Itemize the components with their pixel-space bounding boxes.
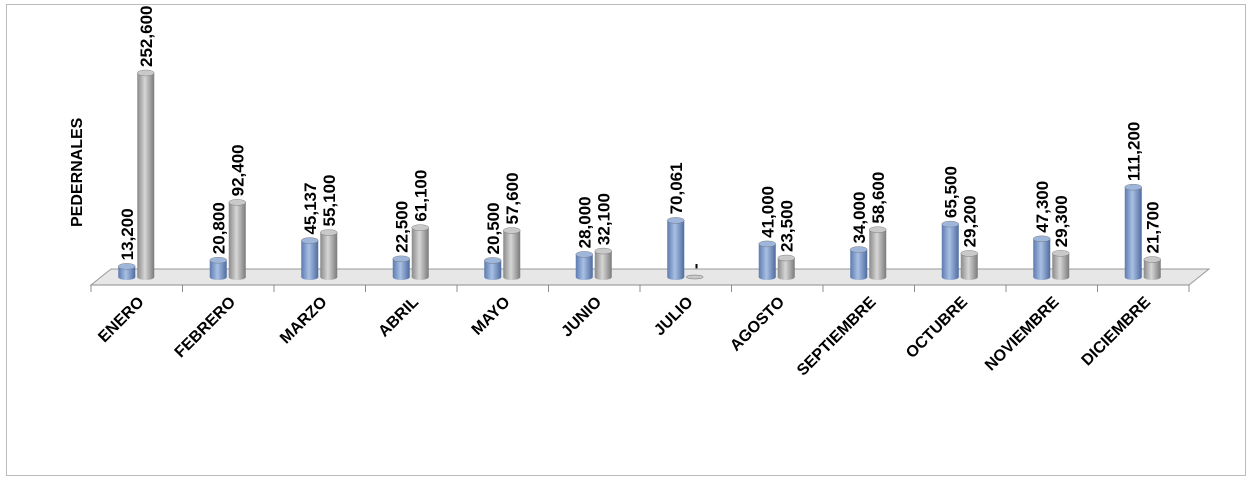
data-label: 41,000	[758, 186, 777, 238]
data-label: 20,800	[209, 202, 228, 254]
bar	[228, 199, 246, 280]
data-label: 111,200	[1124, 122, 1143, 182]
bar	[118, 263, 136, 280]
data-label: 29,200	[960, 195, 979, 247]
x-tick-label: AGOSTO	[727, 294, 788, 355]
x-tick-label: SEPTIEMBRE	[794, 294, 880, 380]
data-label: 58,600	[869, 172, 888, 224]
data-label: 61,100	[411, 170, 430, 222]
bar	[1124, 183, 1142, 280]
x-tick-label: FEBRERO	[172, 294, 239, 361]
x-tick-label: NOVIEMBRE	[982, 294, 1063, 375]
data-label: 57,600	[503, 172, 522, 224]
bar	[1033, 235, 1051, 280]
data-label: 22,500	[392, 201, 411, 253]
x-tick-label: ABRIL	[375, 294, 422, 341]
bar	[850, 246, 868, 280]
data-label: 20,500	[484, 202, 503, 254]
data-label: 28,000	[575, 196, 594, 248]
data-label: 47,300	[1033, 181, 1052, 233]
x-tick-label: MAYO	[469, 294, 514, 339]
data-label: 252,600	[137, 6, 156, 67]
bar	[941, 220, 959, 280]
bar	[484, 257, 502, 280]
bar	[1143, 256, 1161, 280]
data-label: 29,300	[1052, 195, 1071, 247]
bar	[392, 255, 410, 280]
data-label: 55,100	[320, 174, 339, 226]
x-tick-label: OCTUBRE	[903, 294, 971, 362]
chart-frame: 13,200 252,600 20,800 92,400 45,137 55,100 22,…	[6, 4, 1246, 476]
bar	[667, 217, 685, 280]
data-label: 23,500	[777, 200, 796, 252]
y-axis-label: PEDERNALES	[69, 117, 86, 227]
data-label: 13,200	[118, 208, 137, 260]
data-label: 34,000	[850, 192, 869, 244]
data-label: 32,100	[594, 193, 613, 245]
data-label: 92,400	[228, 144, 247, 196]
bar	[758, 240, 776, 280]
bar	[411, 224, 429, 280]
bar	[869, 226, 887, 280]
data-label: 21,700	[1143, 201, 1162, 253]
x-tick-label: JULIO	[651, 294, 696, 339]
bar	[301, 237, 319, 280]
bar	[320, 229, 338, 280]
bar	[503, 227, 521, 280]
bar	[960, 250, 978, 280]
data-label: 45,137	[301, 183, 320, 235]
data-label: -	[686, 263, 705, 269]
bar	[777, 254, 795, 280]
data-label: 70,061	[667, 162, 686, 214]
x-tick-label: JUNIO	[558, 294, 605, 341]
data-label: 65,500	[941, 166, 960, 218]
x-tick-label: DICIEMBRE	[1079, 294, 1155, 370]
bar	[686, 274, 704, 280]
bar	[1052, 250, 1070, 280]
x-tick-label: ENERO	[95, 294, 147, 346]
bar	[575, 251, 593, 280]
bar	[209, 256, 227, 280]
x-tick-label: MARZO	[277, 294, 330, 347]
bar	[137, 69, 155, 280]
bar	[594, 247, 612, 280]
